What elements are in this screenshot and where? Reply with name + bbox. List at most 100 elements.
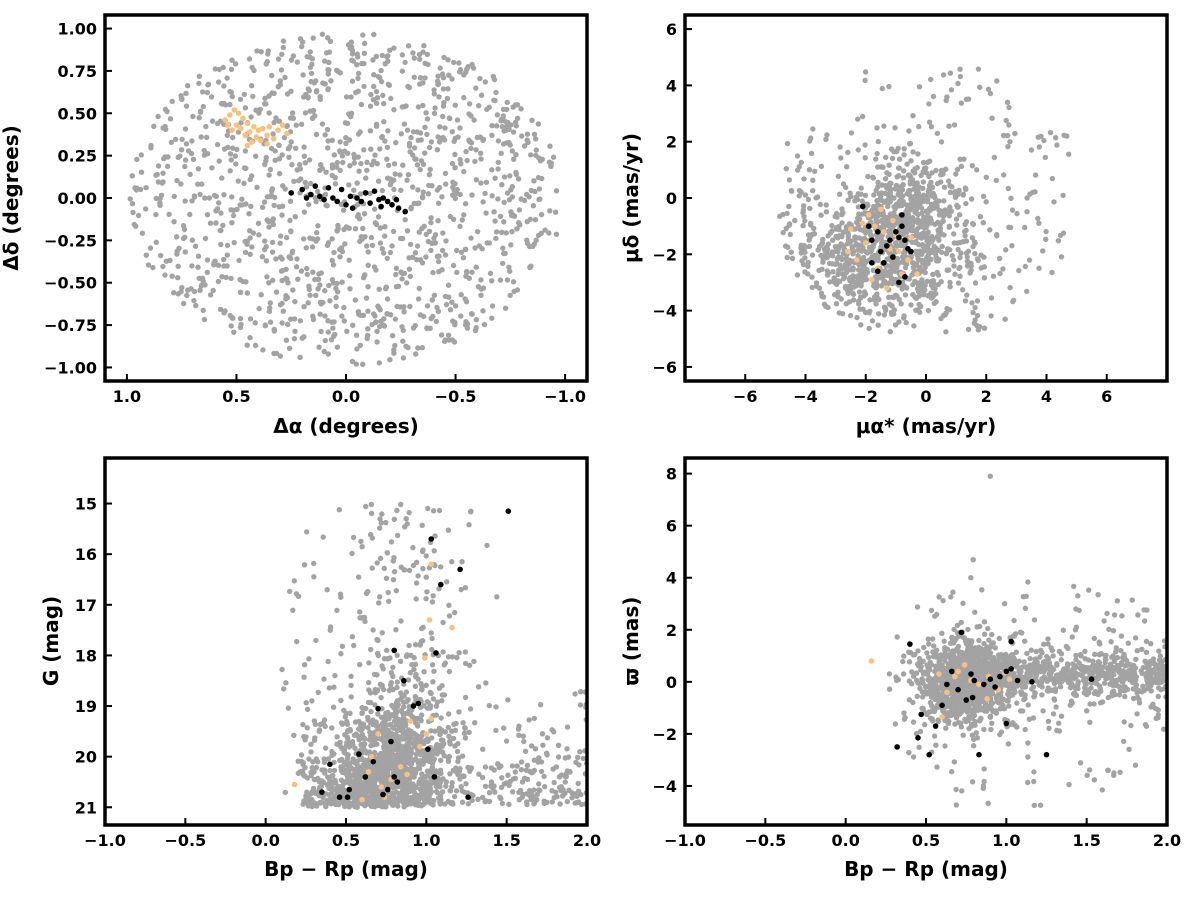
field-point <box>396 769 403 775</box>
field-point <box>886 162 892 168</box>
data-point <box>899 223 905 229</box>
field-point <box>410 254 416 260</box>
field-point <box>958 100 965 106</box>
field-point <box>475 284 482 290</box>
field-point <box>572 800 578 806</box>
field-point <box>221 263 227 269</box>
field-point <box>532 746 539 752</box>
field-point <box>182 157 189 163</box>
field-point <box>507 173 513 179</box>
data-point <box>378 784 385 790</box>
field-point <box>306 656 312 662</box>
field-point <box>388 682 394 688</box>
field-point <box>337 167 343 174</box>
x-tick-label: 1.5 <box>492 831 520 850</box>
field-point <box>252 342 259 349</box>
data-point <box>229 127 235 133</box>
field-point <box>171 219 177 225</box>
field-point <box>914 219 921 226</box>
field-point <box>437 731 443 738</box>
field-point <box>403 516 409 522</box>
field-point <box>449 780 455 786</box>
field-point <box>349 57 355 63</box>
field-point <box>431 757 437 764</box>
field-point <box>471 658 477 665</box>
field-point <box>498 118 504 124</box>
field-point <box>488 779 495 785</box>
field-point <box>818 252 824 259</box>
field-point <box>205 82 211 88</box>
field-point <box>224 252 230 258</box>
field-point <box>396 721 403 727</box>
field-point <box>390 673 396 680</box>
field-point <box>456 650 462 656</box>
field-point <box>927 247 933 254</box>
field-point <box>346 182 352 188</box>
field-point <box>974 298 981 304</box>
field-point <box>447 788 454 794</box>
field-point <box>478 92 485 98</box>
field-point <box>1058 254 1065 260</box>
field-point <box>839 220 845 226</box>
field-point <box>337 254 343 260</box>
field-point <box>394 679 400 685</box>
field-point <box>919 210 925 216</box>
field-point <box>294 256 300 262</box>
field-point <box>413 580 420 586</box>
field-point <box>349 739 356 745</box>
field-point <box>555 754 562 760</box>
field-point <box>386 162 392 169</box>
field-point <box>544 752 550 758</box>
field-point <box>848 266 855 272</box>
field-point <box>498 795 504 802</box>
field-point <box>307 292 313 298</box>
data-point <box>312 183 319 189</box>
field-point <box>143 185 149 191</box>
field-point <box>321 717 328 723</box>
field-point <box>553 764 560 770</box>
field-point <box>239 196 245 202</box>
field-point <box>410 184 416 190</box>
field-point <box>347 273 353 279</box>
field-point <box>825 241 831 247</box>
field-point <box>263 244 269 250</box>
field-point <box>359 725 366 732</box>
field-point <box>224 75 230 81</box>
field-point <box>301 144 307 150</box>
field-point <box>926 654 932 661</box>
field-point <box>357 661 363 668</box>
field-point <box>893 258 899 264</box>
field-point <box>200 89 206 95</box>
field-point <box>531 787 537 793</box>
field-point <box>410 152 416 158</box>
field-point <box>462 694 469 701</box>
field-point <box>378 67 384 74</box>
field-point <box>424 773 430 779</box>
field-point <box>399 784 406 790</box>
sky-series-0 <box>222 107 290 149</box>
field-point <box>463 148 469 155</box>
field-point <box>918 235 925 241</box>
field-point <box>185 83 191 89</box>
field-point <box>909 219 915 225</box>
field-point <box>1008 195 1014 201</box>
field-point <box>1014 210 1020 217</box>
field-point <box>534 791 540 798</box>
field-point <box>924 198 931 205</box>
field-point <box>960 192 966 198</box>
field-point <box>467 706 474 712</box>
field-point <box>964 263 971 269</box>
x-tick-label: 1.0 <box>113 387 141 406</box>
field-point <box>326 792 333 798</box>
field-point <box>388 539 395 545</box>
y-tick-label: −0.50 <box>44 274 97 293</box>
field-point <box>237 315 244 322</box>
field-point <box>298 752 305 758</box>
field-point <box>324 242 331 249</box>
field-point <box>348 44 355 50</box>
field-point <box>945 178 952 184</box>
field-point <box>382 138 388 144</box>
field-point <box>501 174 508 180</box>
field-point <box>981 264 988 270</box>
field-point <box>221 83 227 89</box>
